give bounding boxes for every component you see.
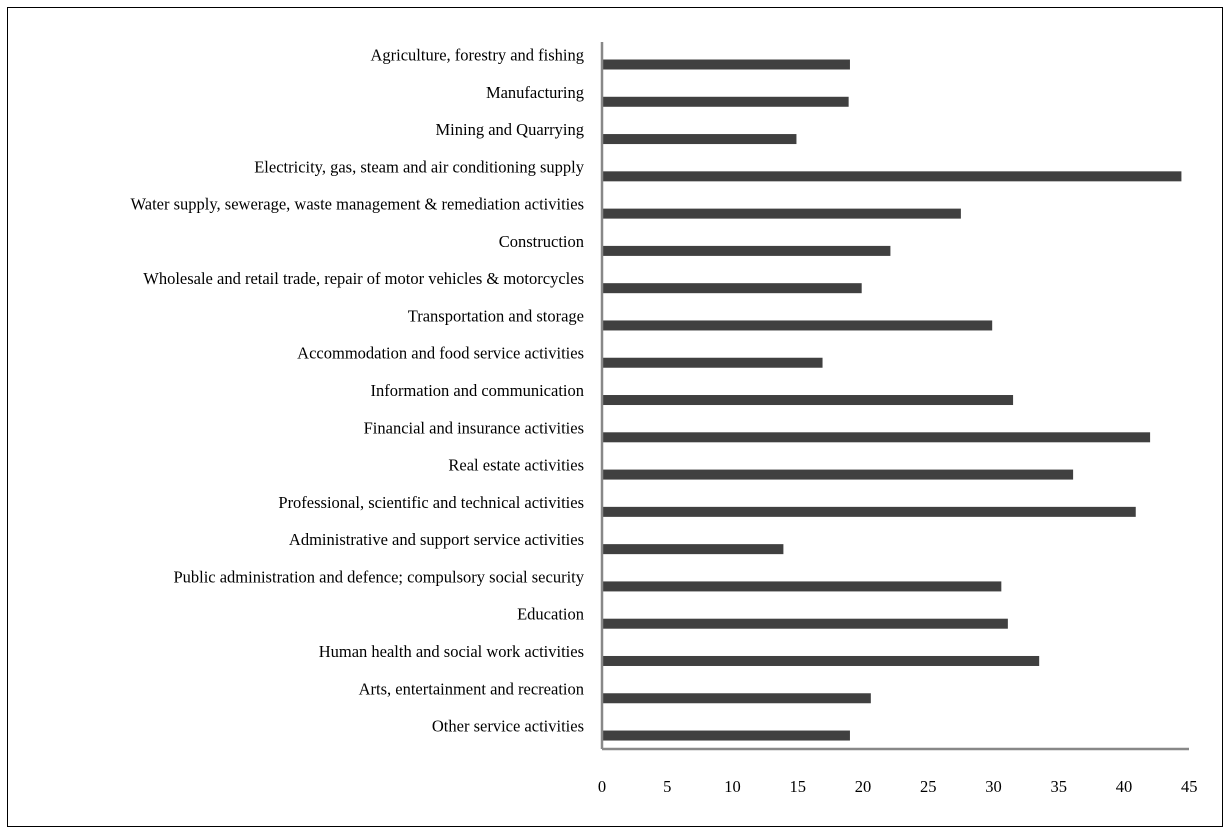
bar-7: [602, 283, 862, 294]
x-tick-label: 25: [920, 777, 937, 796]
x-tick-label: 40: [1116, 777, 1133, 796]
category-label: Financial and insurance activities: [364, 418, 584, 437]
bar-10: [602, 395, 1014, 406]
category-label: Mining and Quarrying: [436, 120, 584, 139]
category-label: Transportation and storage: [408, 306, 584, 325]
bar-17: [602, 655, 1040, 666]
bar-2: [602, 96, 849, 107]
bar-1: [602, 59, 850, 70]
bar-14: [602, 544, 784, 555]
category-label: Arts, entertainment and recreation: [359, 679, 584, 698]
category-label: Public administration and defence; compu…: [173, 567, 584, 586]
category-label: Other service activities: [432, 717, 584, 736]
bar-12: [602, 469, 1074, 480]
bar-chart: Agriculture, forestry and fishing Manufac…: [131, 42, 1198, 796]
category-label: Electricity, gas, steam and air conditio…: [254, 157, 585, 176]
category-label: Water supply, sewerage, waste management…: [131, 195, 584, 214]
bar-15: [602, 581, 1002, 592]
category-labels: Agriculture, forestry and fishing Manufac…: [131, 46, 585, 736]
bar-18: [602, 693, 871, 704]
x-tick-labels: 0 5 10 15 20 25 30 35 40 45: [598, 777, 1198, 796]
chart-frame: Agriculture, forestry and fishing Manufac…: [7, 7, 1223, 827]
category-label: Wholesale and retail trade, repair of mo…: [143, 269, 584, 288]
category-label: Human health and social work activities: [319, 642, 584, 661]
bar-13: [602, 506, 1136, 517]
x-tick-label: 35: [1051, 777, 1068, 796]
category-label: Education: [517, 605, 584, 624]
bar-5: [602, 208, 961, 219]
x-tick-label: 10: [724, 777, 741, 796]
bars-layer: [602, 59, 1182, 741]
x-tick-label: 5: [663, 777, 671, 796]
category-label: Agriculture, forestry and fishing: [370, 46, 584, 65]
x-tick-label: 45: [1181, 777, 1198, 796]
bar-16: [602, 618, 1008, 629]
x-tick-label: 0: [598, 777, 606, 796]
bar-11: [602, 432, 1151, 443]
category-label: Professional, scientific and technical a…: [278, 493, 584, 512]
x-tick-label: 20: [855, 777, 872, 796]
category-label: Administrative and support service activ…: [289, 530, 584, 549]
axes: [600, 42, 1189, 751]
category-label: Information and communication: [370, 381, 584, 400]
x-tick-label: 30: [985, 777, 1002, 796]
category-label: Real estate activities: [448, 456, 584, 475]
category-label: Manufacturing: [486, 83, 584, 102]
bar-3: [602, 134, 797, 145]
category-label: Accommodation and food service activitie…: [297, 344, 584, 363]
bar-19: [602, 730, 850, 741]
bar-6: [602, 245, 891, 256]
category-label: Construction: [499, 232, 584, 251]
x-tick-label: 15: [790, 777, 807, 796]
bar-8: [602, 320, 993, 331]
bar-9: [602, 357, 823, 368]
bar-4: [602, 171, 1182, 182]
